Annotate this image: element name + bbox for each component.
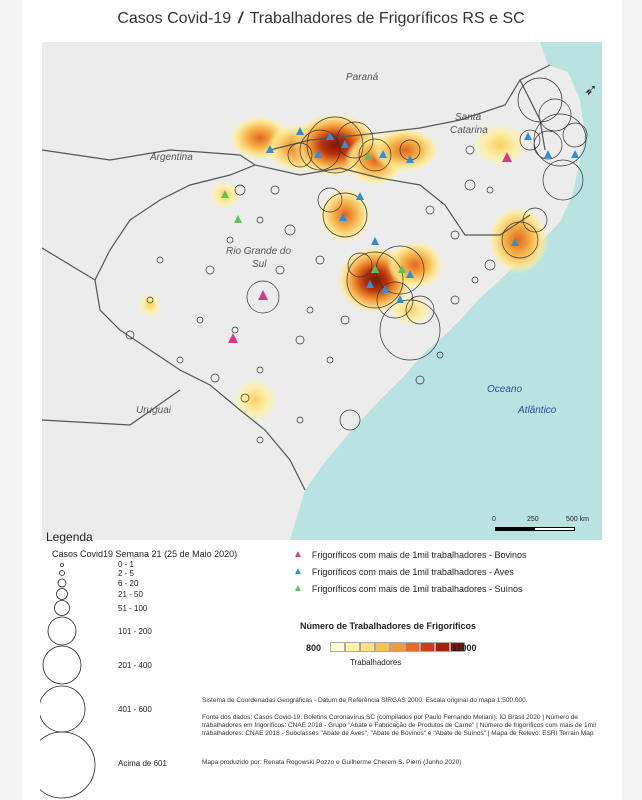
gradient-swatch	[345, 642, 360, 652]
triangle-icon: ▲	[293, 549, 303, 560]
scale-label-250: 250	[527, 516, 539, 523]
label-parana: Paraná	[346, 72, 379, 83]
gradient-title: Número de Trabalhadores de Frigoríficos	[300, 621, 477, 631]
label-uruguai: Uruguai	[136, 405, 172, 416]
crs-note: Sistema de Coordenadas Geográficas - Dat…	[202, 697, 528, 704]
land-area	[42, 42, 585, 540]
cases-class-label: Acima de 601	[118, 759, 167, 768]
triangle-icon: ▲	[293, 583, 303, 594]
label-oceano-1: Oceano	[487, 384, 523, 395]
title-separator: /	[238, 10, 243, 27]
label-oceano-2: Atlântico	[518, 405, 557, 416]
plants-bovinos	[228, 152, 512, 343]
gradient-max: 11000	[452, 643, 477, 653]
gradient-swatch	[330, 642, 345, 652]
sources-note: Fonte dos dados: Casos Covid-19: Boletin…	[202, 714, 596, 738]
north-arrow-icon: ➶	[584, 82, 598, 99]
plants-suinos	[221, 152, 406, 273]
scale-label-500: 500 km	[566, 516, 589, 523]
cases-size-legend	[40, 563, 96, 799]
map-title: Casos Covid-19 / Trabalhadores de Frigoríf…	[0, 10, 642, 28]
title-main: Casos Covid-19	[117, 10, 232, 27]
gradient-swatch	[435, 642, 450, 652]
cases-class-label: 21 - 50	[118, 590, 143, 599]
legend-symbol-label: Frigoríficos com mais de 1mil trabalhado…	[311, 549, 527, 560]
triangle-icon: ▲	[293, 566, 303, 577]
label-argentina: Argentina	[150, 152, 193, 163]
plants-aves	[266, 127, 579, 303]
label-rio-grande-1: Rio Grande do	[226, 246, 292, 257]
label-rio-grande-2: Sul	[252, 259, 267, 270]
gradient-swatch	[390, 642, 405, 652]
cases-class-label: 2 - 5	[118, 569, 135, 578]
gradient-swatch	[405, 642, 420, 652]
gradient-swatch	[420, 642, 435, 652]
title-sub: Trabalhadores de Frigoríficos RS e SC	[249, 10, 525, 27]
label-santa-catarina-2: Catarina	[450, 125, 488, 136]
cases-legend-title: Casos Covid19 Semana 21 (25 de Maio 2020…	[52, 549, 238, 559]
legend-symbol-bovinos: ▲ Frigoríficos com mais de 1mil trabalha…	[293, 549, 527, 560]
cases-class-label: 401 - 600	[118, 705, 152, 714]
borders	[42, 64, 551, 491]
label-santa-catarina-1: Santa	[455, 112, 482, 123]
legend-symbol-suinos: ▲ Frigoríficos com mais de 1mil trabalha…	[293, 583, 523, 594]
gradient-bar	[330, 642, 465, 652]
gradient-label: Trabalhadores	[350, 658, 402, 667]
legend-symbol-label: Frigoríficos com mais de 1mil trabalhado…	[311, 583, 523, 594]
gradient-swatch	[450, 642, 465, 652]
cases-class-label: 0 - 1	[118, 560, 135, 569]
legend-symbol-label: Frigoríficos com mais de 1mil trabalhado…	[311, 566, 514, 577]
cases-class-label: 6 - 20	[118, 579, 139, 588]
scale-bar	[495, 527, 575, 531]
cases-class-label: 101 - 200	[118, 627, 152, 636]
cases-class-label: 201 - 400	[118, 661, 152, 670]
gradient-swatch	[375, 642, 390, 652]
legend-title: Legenda	[46, 530, 93, 544]
legend-symbol-aves: ▲ Frigoríficos com mais de 1mil trabalha…	[293, 566, 514, 577]
cases-class-label: 51 - 100	[118, 604, 148, 613]
credits-note: Mapa produzido por: Renata Rogowski Pozz…	[202, 759, 462, 766]
map-canvas[interactable]	[42, 42, 602, 540]
gradient-min: 800	[306, 643, 322, 653]
scale-label-0: 0	[492, 516, 496, 523]
cases-circles-layer	[125, 77, 588, 444]
gradient-swatch	[360, 642, 375, 652]
